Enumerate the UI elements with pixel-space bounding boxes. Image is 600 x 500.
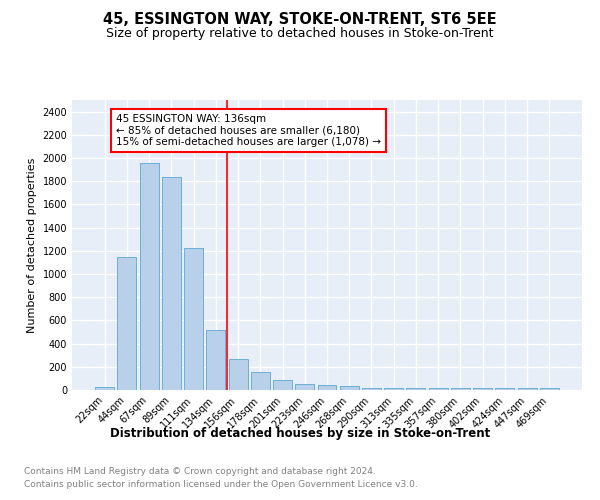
Bar [140,162,158,390]
Text: Size of property relative to detached houses in Stoke-on-Trent: Size of property relative to detached ho… [106,28,494,40]
Bar [295,384,314,390]
Text: 45, ESSINGTON WAY, STOKE-ON-TRENT, ST6 5EE: 45, ESSINGTON WAY, STOKE-ON-TRENT, ST6 5… [103,12,497,28]
Bar [229,358,248,390]
Bar [406,388,425,390]
Bar [518,388,536,390]
Bar [251,372,270,390]
Bar [118,256,136,390]
Bar [184,248,203,390]
Bar [206,330,225,390]
Bar [162,176,181,390]
Text: Distribution of detached houses by size in Stoke-on-Trent: Distribution of detached houses by size … [110,428,490,440]
Bar [340,386,359,390]
Y-axis label: Number of detached properties: Number of detached properties [27,158,37,332]
Text: Contains HM Land Registry data © Crown copyright and database right 2024.: Contains HM Land Registry data © Crown c… [24,468,376,476]
Bar [317,385,337,390]
Text: Contains public sector information licensed under the Open Government Licence v3: Contains public sector information licen… [24,480,418,489]
Bar [384,388,403,390]
Bar [273,380,292,390]
Bar [473,388,492,390]
Bar [496,388,514,390]
Text: 45 ESSINGTON WAY: 136sqm
← 85% of detached houses are smaller (6,180)
15% of sem: 45 ESSINGTON WAY: 136sqm ← 85% of detach… [116,114,381,147]
Bar [540,388,559,390]
Bar [451,388,470,390]
Bar [362,388,381,390]
Bar [429,388,448,390]
Bar [95,386,114,390]
